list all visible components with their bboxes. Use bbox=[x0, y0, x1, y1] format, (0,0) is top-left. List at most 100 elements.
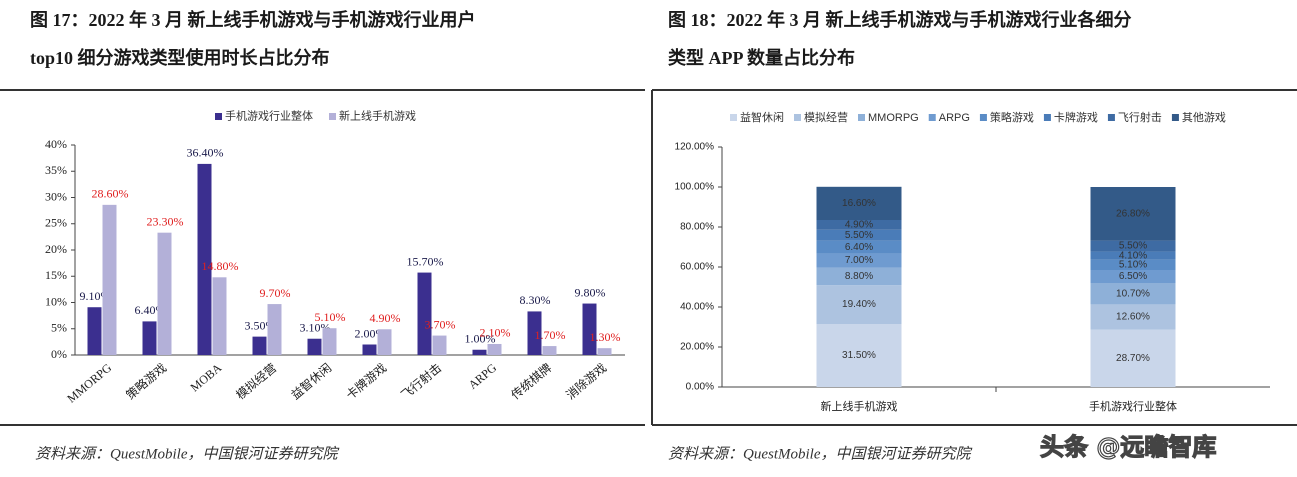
chart: 0.00% 20.00% 40.00% 60.00% 80.00% 100.00% 120.… bbox=[675, 110, 1270, 413]
bar bbox=[142, 321, 157, 355]
value-label: 31.50% bbox=[842, 350, 876, 361]
legend-swatch bbox=[1107, 114, 1115, 121]
x-tick-label: 新上线手机游戏 bbox=[821, 399, 898, 413]
value-label: 2.10% bbox=[480, 326, 511, 340]
value-label: 8.30% bbox=[520, 293, 551, 307]
bar bbox=[362, 344, 377, 355]
bar-segment bbox=[816, 285, 902, 324]
bar bbox=[102, 204, 117, 355]
y-tick-label: 100.00% bbox=[675, 182, 715, 193]
bar-segment bbox=[1090, 329, 1176, 387]
y-tick-label: 0% bbox=[51, 347, 67, 361]
legend-swatch bbox=[215, 113, 222, 120]
value-label: 5.50% bbox=[1119, 241, 1147, 252]
value-label: 23.30% bbox=[147, 214, 184, 228]
value-label: 5.10% bbox=[315, 310, 346, 324]
x-tick-label: 飞行射击 bbox=[398, 360, 444, 402]
legend-swatch bbox=[1171, 114, 1179, 121]
value-label: 1.30% bbox=[590, 330, 621, 344]
x-tick-label: 模拟经营 bbox=[233, 361, 279, 403]
value-label: 1.70% bbox=[535, 328, 566, 342]
legend-swatch bbox=[730, 114, 737, 121]
bar-segment bbox=[1090, 259, 1176, 270]
legend-swatch bbox=[329, 113, 336, 120]
value-label: 9.70% bbox=[260, 286, 291, 300]
bar bbox=[542, 346, 557, 355]
bar bbox=[487, 343, 502, 355]
bar-segment bbox=[816, 240, 902, 254]
legend-swatch bbox=[1043, 114, 1051, 121]
legend-label: ARPG bbox=[939, 112, 970, 124]
bar-segment bbox=[816, 267, 902, 286]
y-tick-label: 10% bbox=[45, 294, 67, 308]
x-tick-label: MMORPG bbox=[64, 360, 114, 405]
y-tick-label: 40.00% bbox=[680, 302, 714, 313]
legend-swatch bbox=[858, 114, 865, 121]
value-label: 15.70% bbox=[407, 254, 444, 268]
figure-title: 图 17：2022 年 3 月 新上线手机游戏与手机游戏行业用户 bbox=[30, 9, 476, 30]
y-tick-label: 5% bbox=[51, 321, 67, 335]
bar bbox=[212, 277, 227, 355]
value-label: 16.60% bbox=[842, 198, 876, 209]
value-label: 4.90% bbox=[845, 220, 873, 231]
y-tick-label: 120.00% bbox=[675, 142, 715, 153]
value-label: 26.80% bbox=[1116, 208, 1150, 219]
bar bbox=[597, 348, 612, 355]
x-tick-label: 卡牌游戏 bbox=[343, 361, 389, 403]
legend-swatch bbox=[794, 114, 801, 121]
value-label: 36.40% bbox=[187, 146, 224, 160]
bar bbox=[377, 329, 392, 355]
value-label: 3.70% bbox=[425, 317, 456, 331]
legend-label: 益智休闲 bbox=[740, 110, 784, 124]
bar bbox=[322, 328, 337, 355]
value-label: 1.00% bbox=[465, 332, 496, 346]
y-tick-label: 15% bbox=[45, 268, 67, 282]
legend-label: 其他游戏 bbox=[1182, 111, 1226, 124]
bar-segment bbox=[1090, 270, 1176, 283]
bar bbox=[197, 163, 212, 355]
value-label: 10.70% bbox=[1116, 288, 1150, 299]
x-tick-label: ARPG bbox=[466, 360, 500, 392]
bar-segment bbox=[1090, 304, 1176, 330]
bar-segment bbox=[1090, 187, 1176, 241]
value-label: 7.00% bbox=[845, 255, 873, 266]
value-label: 5.50% bbox=[845, 230, 873, 241]
value-label: 5.10% bbox=[1119, 260, 1147, 271]
bar-segment bbox=[816, 324, 902, 387]
value-label: 9.80% bbox=[575, 285, 606, 299]
bar bbox=[527, 311, 542, 355]
figure-title: 图 18：2022 年 3 月 新上线手机游戏与手机游戏行业各细分 bbox=[668, 9, 1132, 30]
value-label: 19.40% bbox=[842, 299, 876, 310]
value-label: 4.10% bbox=[1119, 250, 1147, 261]
bar bbox=[87, 307, 102, 355]
y-tick-label: 0.00% bbox=[686, 382, 714, 393]
value-label: 28.60% bbox=[92, 187, 129, 201]
value-label: 6.50% bbox=[1119, 271, 1147, 282]
legend-label: 策略游戏 bbox=[990, 110, 1034, 124]
bar bbox=[472, 349, 487, 355]
legend-label: 模拟经营 bbox=[804, 110, 848, 124]
bar bbox=[252, 336, 267, 355]
legend-label: 卡牌游戏 bbox=[1054, 110, 1098, 124]
figure-title: 类型 APP 数量占比分布 bbox=[668, 47, 855, 68]
bar bbox=[432, 335, 447, 355]
bar-segment bbox=[816, 186, 902, 220]
chart: 0% 5% 10% 15% 20% 25% 30% 35% 40% 手机游戏行业整体 新上线手机游戏… bbox=[45, 109, 625, 406]
bar-segment bbox=[816, 220, 902, 230]
source-note: 资料来源：QuestMobile，中国银河证券研究院 bbox=[668, 445, 972, 462]
legend-label: MMORPG bbox=[868, 112, 919, 124]
bar bbox=[157, 232, 172, 355]
bar-segment bbox=[816, 253, 902, 268]
y-tick-label: 60.00% bbox=[680, 262, 714, 273]
value-label: 12.60% bbox=[1116, 312, 1150, 323]
y-tick-label: 40% bbox=[45, 137, 67, 151]
x-tick-label: 消除游戏 bbox=[563, 360, 609, 402]
x-tick-label: 手机游戏行业整体 bbox=[1089, 399, 1177, 413]
legend-label: 手机游戏行业整体 bbox=[225, 109, 313, 123]
bar-segment bbox=[1090, 283, 1176, 305]
x-tick-label: 策略游戏 bbox=[123, 360, 169, 402]
value-label: 8.80% bbox=[845, 271, 873, 282]
legend-label: 飞行射击 bbox=[1118, 110, 1162, 124]
bar bbox=[267, 304, 282, 355]
